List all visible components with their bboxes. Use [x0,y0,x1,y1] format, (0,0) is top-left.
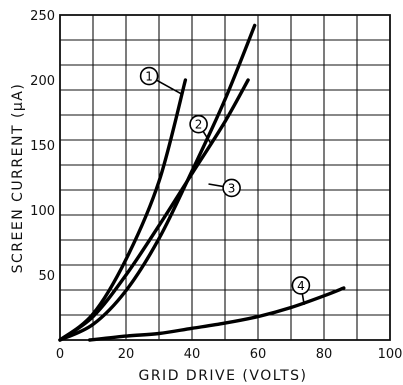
x-tick-label: 0 [56,347,64,362]
x-tick-label: 80 [316,347,333,362]
x-tick-label: 40 [184,347,201,362]
marker-circle [189,114,208,134]
y-tick-label: 250 [30,9,55,24]
curve-marker-2: 2 [189,114,213,146]
marker-label: 4 [297,279,305,293]
marker-label: 1 [145,70,153,84]
x-tick-label: 100 [378,347,403,362]
curve-marker-4: 4 [291,276,311,306]
plot-frame [59,14,391,341]
curve-4 [88,286,346,342]
marker-circle [222,178,241,198]
curves [58,23,346,342]
curve-2 [58,23,257,342]
x-tick-label: 20 [118,347,135,362]
curve-3 [58,78,250,342]
y-tick-label: 200 [30,74,55,89]
curve-marker-3: 3 [208,178,241,198]
marker-label: 3 [228,181,236,195]
marker-label: 2 [195,118,203,132]
curve-1 [58,78,188,342]
y-tick-label: 50 [38,269,55,284]
curve-marker-1: 1 [139,66,183,96]
curve-markers: 1 2 3 4 [139,66,311,306]
marker-circle [291,276,311,295]
y-tick-label: 100 [30,204,55,219]
tick-labels: 0 20 40 60 80 100 50 100 150 200 250 [30,9,402,362]
y-axis-label: SCREEN CURRENT (μA) [10,83,26,274]
x-tick-label: 60 [250,347,267,362]
marker-circle [139,66,159,86]
x-axis-label: GRID DRIVE (VOLTS) [138,368,307,384]
y-tick-label: 150 [30,139,55,154]
